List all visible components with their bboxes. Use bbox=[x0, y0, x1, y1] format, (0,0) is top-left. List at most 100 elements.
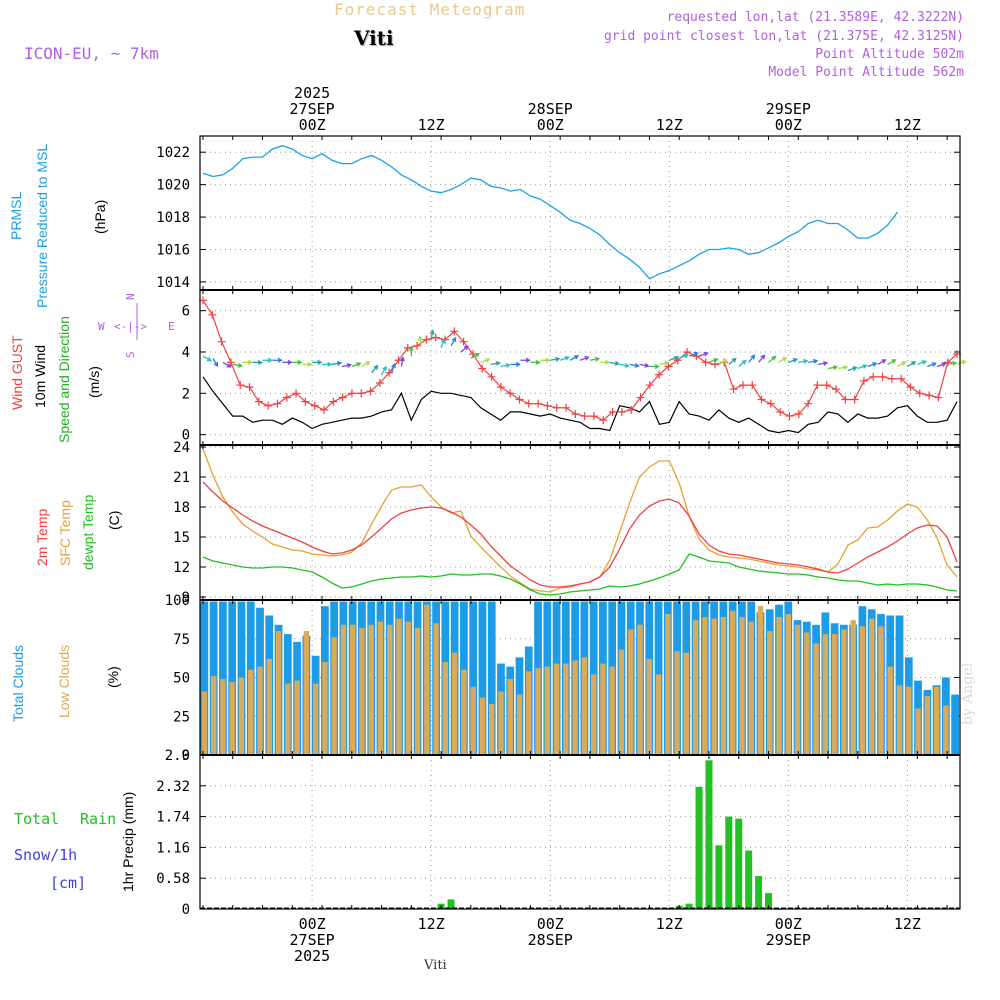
arrow-shaft bbox=[808, 360, 818, 363]
arrow-shaft bbox=[708, 358, 718, 363]
wind-direction-arrow bbox=[579, 355, 590, 361]
precip-ytick-label: 2.32 bbox=[156, 779, 190, 795]
temp-ytick-label: 24 bbox=[173, 440, 190, 456]
arrow-head bbox=[862, 364, 868, 369]
arrow-shaft bbox=[778, 357, 787, 363]
wind-direction-arrow bbox=[232, 362, 243, 368]
top-time-label: 12Z bbox=[418, 116, 445, 134]
arrow-shaft bbox=[936, 362, 946, 368]
low-cloud-bar bbox=[535, 668, 541, 755]
low-cloud-bar bbox=[414, 627, 421, 755]
gust-marker bbox=[524, 399, 533, 408]
gust-marker bbox=[915, 389, 924, 398]
gridpoint-coordinates: grid point closest lon,lat (21.375E, 42.… bbox=[603, 29, 964, 44]
arrow-shaft bbox=[609, 361, 619, 365]
total-cloud-bar bbox=[219, 601, 227, 755]
wind-direction-arrow bbox=[272, 357, 283, 363]
arrow-shaft bbox=[212, 357, 218, 367]
wind-direction-arrow bbox=[390, 362, 396, 373]
arrow-head bbox=[336, 360, 343, 366]
gust-marker bbox=[748, 381, 757, 390]
arrow-head bbox=[792, 358, 799, 363]
arrow-head bbox=[803, 358, 809, 364]
wind-direction-arrow bbox=[599, 359, 611, 365]
wind-direction-arrow bbox=[510, 361, 521, 367]
arrow-head bbox=[226, 363, 232, 368]
gust-marker bbox=[869, 372, 878, 381]
arrow-head bbox=[664, 360, 670, 366]
gust-marker bbox=[431, 333, 440, 342]
wind-compass: N W <-|-> E S bbox=[98, 293, 175, 358]
bottom-time-label: 00Z bbox=[537, 915, 564, 933]
low-cloud-bar bbox=[322, 662, 328, 755]
arrow-head bbox=[247, 359, 254, 365]
compass-north: N bbox=[124, 293, 137, 300]
low-cloud-bar bbox=[275, 631, 282, 755]
low-cloud-bar bbox=[887, 666, 893, 755]
low-cloud-bar bbox=[813, 643, 819, 755]
wind-direction-arrow bbox=[837, 365, 849, 370]
temp-2m-line bbox=[202, 481, 958, 588]
arrow-shaft bbox=[788, 358, 798, 363]
bottom-time-label: 12Z bbox=[894, 915, 921, 933]
wind-gust-line bbox=[202, 299, 958, 421]
temp-ytick-label: 21 bbox=[173, 470, 190, 486]
arrow-head bbox=[872, 362, 878, 367]
gust-marker bbox=[422, 335, 431, 344]
meteogram-title: Forecast Meteogram bbox=[334, 0, 526, 19]
gust-marker bbox=[627, 405, 636, 414]
arrow-head bbox=[822, 360, 829, 366]
low-cloud-bar bbox=[516, 694, 523, 755]
bottom-time-label: 00Z bbox=[299, 915, 326, 933]
panel-frame bbox=[199, 754, 961, 910]
bottom-time-label: 27SEP bbox=[290, 931, 335, 949]
arrow-head bbox=[277, 357, 283, 363]
wind-direction-arrow bbox=[907, 361, 917, 368]
low-cloud-bar bbox=[359, 627, 365, 755]
wind-direction-arrow bbox=[381, 365, 387, 376]
pressure-ytick-label: 1020 bbox=[156, 178, 190, 194]
low-cloud-bar bbox=[933, 686, 940, 755]
gust-marker bbox=[329, 397, 338, 406]
low-cloud-bar bbox=[442, 662, 449, 755]
arrow-head bbox=[852, 366, 858, 371]
low-cloud-bar bbox=[785, 613, 791, 755]
gust-marker bbox=[459, 337, 468, 346]
low-cloud-bar bbox=[943, 705, 949, 755]
wind-direction-arrow bbox=[818, 360, 829, 366]
low-cloud-bar bbox=[869, 618, 875, 755]
low-cloud-bar bbox=[646, 658, 652, 755]
low-cloud-bar bbox=[451, 652, 458, 755]
gust-marker bbox=[273, 399, 282, 408]
arrow-head bbox=[782, 357, 788, 362]
wind-direction-arrow bbox=[490, 360, 501, 366]
low-cloud-bar bbox=[507, 679, 513, 755]
arrow-head bbox=[287, 359, 293, 365]
gust-marker bbox=[208, 310, 217, 319]
top-time-label: 12Z bbox=[894, 116, 921, 134]
gust-marker bbox=[738, 381, 747, 390]
rain-legend-rain: Rain bbox=[80, 810, 117, 828]
wind-direction-arrow bbox=[292, 359, 303, 365]
arrow-head bbox=[703, 351, 709, 357]
wind-direction-arrow bbox=[688, 351, 699, 357]
gust-marker bbox=[338, 393, 347, 402]
gust-marker bbox=[785, 412, 794, 421]
gust-marker bbox=[850, 395, 859, 404]
gust-marker bbox=[226, 358, 235, 367]
panel-frame bbox=[199, 135, 961, 291]
wind-direction-arrow bbox=[550, 356, 561, 362]
arrow-shaft bbox=[619, 363, 629, 367]
wind-direction-arrow bbox=[559, 355, 570, 361]
arrow-shaft bbox=[579, 356, 589, 361]
arrow-shaft bbox=[768, 356, 776, 363]
low-cloud-bar bbox=[312, 683, 319, 755]
low-cloud-bar bbox=[248, 669, 254, 755]
wind-direction-arrow bbox=[758, 354, 766, 363]
arrow-head bbox=[584, 355, 590, 361]
arrow-head bbox=[346, 363, 353, 368]
gust-marker bbox=[925, 391, 934, 400]
arrow-head bbox=[594, 356, 601, 362]
wind-direction-arrow bbox=[569, 355, 580, 361]
wind-direction-arrow bbox=[399, 356, 405, 367]
